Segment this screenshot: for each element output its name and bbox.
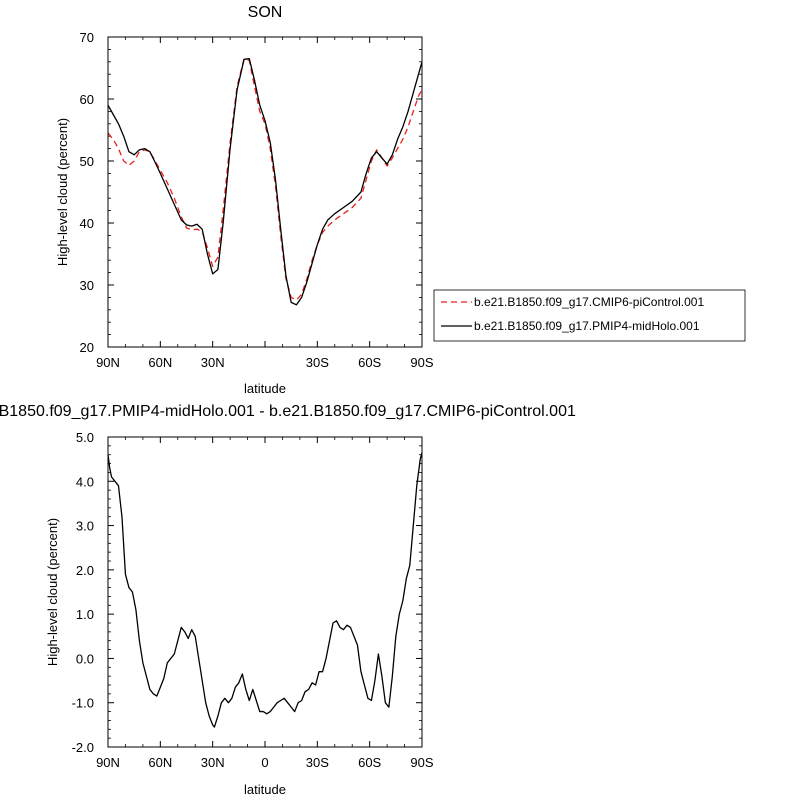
top-y-tick-label: 30 (80, 278, 94, 293)
bottom-x-tick-label: 90S (410, 755, 433, 770)
legend-label-picontrol: b.e21.B1850.f09_g17.CMIP6-piControl.001 (474, 295, 704, 309)
top-plot-frame (107, 36, 423, 348)
bottom-axis-ticks: 90N 60N 30N 0 30S 60S 90S -2.0 -1.0 0.0 1.0 2.0 3.0 4… (72, 430, 434, 770)
bottom-y-tick-label: 1.0 (76, 607, 94, 622)
bottom-y-axis-label: High-level cloud (percent) (45, 518, 60, 666)
top-chart-title: SON (248, 4, 283, 21)
legend-box (433, 289, 746, 342)
top-y-axis-label: High-level cloud (percent) (55, 118, 70, 266)
bottom-y-tick-label: 2.0 (76, 563, 94, 578)
bottom-x-tick-label: 30N (201, 755, 225, 770)
top-y-tick-label: 20 (80, 340, 94, 355)
bottom-x-tick-label: 90N (96, 755, 120, 770)
legend: b.e21.B1850.f09_g17.CMIP6-piControl.001 … (433, 289, 746, 342)
bottom-series-line-0 (107, 452, 423, 728)
bottom-x-tick-label: 0 (261, 755, 268, 770)
top-y-tick-label: 70 (80, 30, 94, 45)
bottom-y-tick-label: 0.0 (76, 651, 94, 666)
bottom-plot-frame (107, 436, 423, 748)
bottom-y-tick-label: -1.0 (72, 696, 94, 711)
top-x-tick-label: 30N (201, 355, 225, 370)
bottom-x-tick-label: 60S (358, 755, 381, 770)
top-x-tick-label: 60N (148, 355, 172, 370)
top-y-tick-label: 40 (80, 216, 94, 231)
top-series-line-1 (107, 58, 423, 306)
top-x-axis-label: latitude (244, 381, 286, 396)
top-y-tick-label: 60 (80, 92, 94, 107)
legend-label-midholo: b.e21.B1850.f09_g17.PMIP4-midHolo.001 (474, 319, 700, 333)
bottom-y-tick-label: 4.0 (76, 474, 94, 489)
bottom-x-tick-label: 60N (148, 755, 172, 770)
top-x-tick-label: 90S (410, 355, 433, 370)
top-series-layer (107, 58, 423, 306)
top-x-tick-label: 60S (358, 355, 381, 370)
bottom-y-tick-label: 5.0 (76, 430, 94, 445)
bottom-chart-title: b.e21.B1850.f09_g17.PMIP4-midHolo.001 - … (0, 403, 576, 420)
top-x-tick-label: 30S (306, 355, 329, 370)
bottom-x-tick-label: 30S (306, 755, 329, 770)
bottom-y-tick-label: -2.0 (72, 740, 94, 755)
bottom-y-tick-label: 3.0 (76, 519, 94, 534)
bottom-series-layer (107, 452, 423, 728)
bottom-x-axis-label: latitude (244, 782, 286, 797)
top-y-tick-label: 50 (80, 154, 94, 169)
top-series-line-0 (107, 58, 423, 301)
top-x-tick-label: 90N (96, 355, 120, 370)
top-axis-ticks: 90N 60N 30N 30S 60S 90S 20 30 40 50 60 70 (80, 30, 434, 370)
